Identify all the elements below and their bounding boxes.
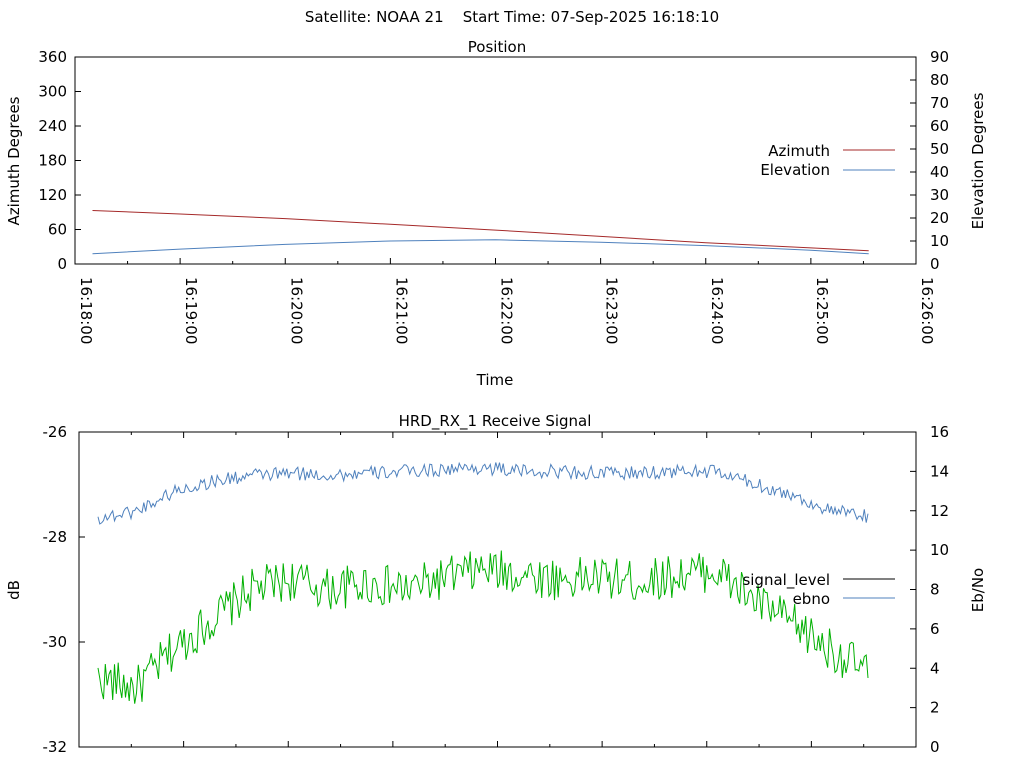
position-y-tick-label-left: 0 xyxy=(57,255,67,273)
position-x-ticks: 16:18:00 16:19:00 16:20:00 16:21:00 16:22:00… xyxy=(74,258,936,344)
position-y-label-left: Azimuth Degrees xyxy=(5,96,23,225)
signal-y-tick-label-right: 0 xyxy=(930,738,940,756)
position-y-label-right: Elevation Degrees xyxy=(969,92,987,229)
position-y-tick-label-right: 90 xyxy=(930,48,949,66)
signal-y-tick-label-right: 10 xyxy=(930,541,949,559)
legend-elevation-label: Elevation xyxy=(760,161,830,179)
position-x-tick-label: 16:21:00 xyxy=(392,277,410,344)
position-y-tick-label-right: 40 xyxy=(930,163,949,181)
signal-y-tick-label-left: -30 xyxy=(43,633,68,651)
position-chart: Position 16:18:00 16:19:00 16:20:00 16:21:0… xyxy=(5,38,987,389)
signal-y-tick-label-left: -32 xyxy=(43,738,68,756)
signal-series-signal_level-line xyxy=(97,550,869,704)
position-y-tick-label-left: 180 xyxy=(38,152,67,170)
position-y-tick-label-left: 360 xyxy=(38,48,67,66)
legend-ebno-label: ebno xyxy=(793,590,830,608)
position-series-elevation-line xyxy=(92,239,869,255)
position-x-label: Time xyxy=(476,371,514,389)
signal-y-label-left: dB xyxy=(5,580,23,600)
signal-y-ticks-left: -26 -28 -30 -32 xyxy=(43,423,85,756)
signal-y-tick-label-right: 16 xyxy=(930,423,949,441)
position-x-tick-label: 16:22:00 xyxy=(498,277,516,344)
position-y-tick-label-right: 70 xyxy=(930,94,949,112)
position-x-tick-label: 16:20:00 xyxy=(287,277,305,344)
legend-azimuth-label: Azimuth xyxy=(768,142,830,160)
position-x-tick-label: 16:26:00 xyxy=(918,277,936,344)
position-y-tick-label-left: 300 xyxy=(38,83,67,101)
position-series xyxy=(92,210,869,255)
position-x-tick-label: 16:23:00 xyxy=(603,277,621,344)
signal-y-label-right: Eb/No xyxy=(969,568,987,612)
signal-y-tick-label-right: 8 xyxy=(930,581,940,599)
signal-title: HRD_RX_1 Receive Signal xyxy=(399,412,592,431)
position-y-tick-label-right: 80 xyxy=(930,71,949,89)
position-y-tick-label-right: 0 xyxy=(930,255,940,273)
signal-y-tick-label-left: -26 xyxy=(43,423,68,441)
signal-y-tick-label-right: 4 xyxy=(930,659,940,677)
position-y-tick-label-right: 50 xyxy=(930,140,949,158)
legend-signal-level-label: signal_level xyxy=(742,571,830,590)
signal-chart: HRD_RX_1 Receive Signal -26 -28 -30 -32 0 2 4… xyxy=(5,412,987,756)
position-x-tick-label: 16:18:00 xyxy=(77,277,95,344)
signal-y-tick-label-right: 2 xyxy=(930,699,940,717)
position-y-ticks-right: 0 10 20 30 40 50 60 70 80 90 xyxy=(910,48,949,273)
position-series-azimuth-line xyxy=(92,210,869,252)
signal-y-tick-label-right: 6 xyxy=(930,620,940,638)
position-y-tick-label-left: 240 xyxy=(38,117,67,135)
signal-y-ticks-right: 0 2 4 6 8 10 12 14 16 xyxy=(910,423,949,756)
position-y-tick-label-right: 30 xyxy=(930,186,949,204)
position-x-tick-label: 16:25:00 xyxy=(813,277,831,344)
position-y-tick-label-right: 60 xyxy=(930,117,949,135)
position-title: Position xyxy=(468,38,526,56)
signal-series-ebno-line xyxy=(97,461,869,525)
page-title: Satellite: NOAA 21 Start Time: 07-Sep-20… xyxy=(304,8,720,26)
position-y-ticks-left: 0 60 120 180 240 300 360 xyxy=(38,48,81,273)
position-y-tick-label-left: 60 xyxy=(48,221,67,239)
signal-y-tick-label-right: 12 xyxy=(930,502,949,520)
position-y-tick-label-left: 120 xyxy=(38,186,67,204)
position-y-tick-label-right: 10 xyxy=(930,232,949,250)
position-x-tick-label: 16:24:00 xyxy=(708,277,726,344)
position-y-tick-label-right: 20 xyxy=(930,209,949,227)
signal-y-tick-label-left: -28 xyxy=(43,528,68,546)
signal-x-ticks xyxy=(78,432,917,747)
signal-series xyxy=(97,461,869,704)
position-x-tick-label: 16:19:00 xyxy=(182,277,200,344)
signal-y-tick-label-right: 14 xyxy=(930,462,949,480)
